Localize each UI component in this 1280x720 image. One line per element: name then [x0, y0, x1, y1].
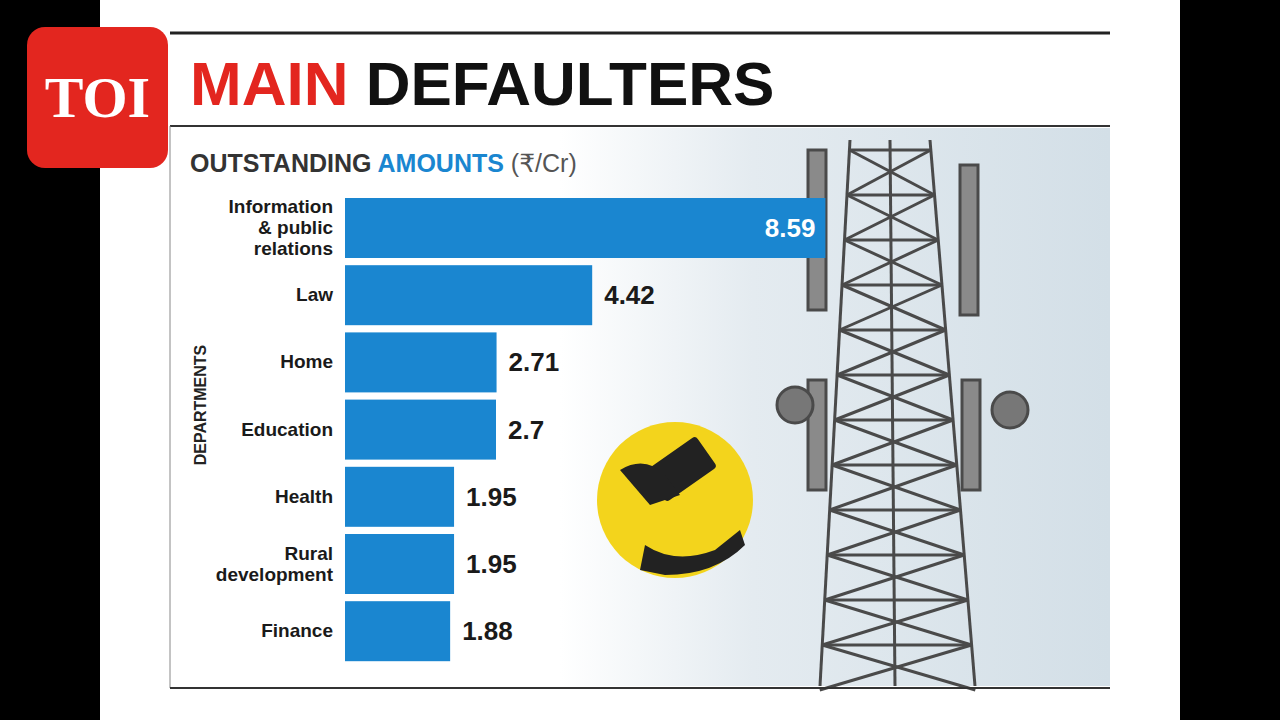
tower-brace: [847, 150, 931, 195]
bar: [345, 467, 454, 527]
title: MAIN DEFAULTERS: [190, 49, 774, 118]
frame-rule: [170, 125, 1110, 127]
bar: [345, 198, 825, 258]
category-label: Ruraldevelopment: [216, 543, 334, 585]
category-line: Information: [229, 196, 334, 217]
title-word: DEFAULTERS: [348, 49, 774, 118]
tower-brace: [822, 600, 968, 645]
tower-leg: [890, 140, 895, 686]
bar: [345, 534, 454, 594]
data-label: 4.42: [604, 280, 655, 310]
frame-left: [170, 126, 171, 688]
tower-brace: [847, 194, 935, 197]
category-line: Home: [280, 351, 333, 372]
tower-brace: [840, 285, 942, 330]
bars: [345, 198, 825, 661]
data-label: 1.88: [462, 616, 513, 646]
tower-brace: [827, 554, 964, 557]
tower-brace: [820, 645, 972, 690]
category-label: Finance: [261, 620, 333, 641]
dish: [777, 387, 813, 423]
bar: [345, 400, 496, 460]
chart-svg: TOI MAIN DEFAULTERS OUTSTANDING AMOUNTS (₹…: [0, 0, 1280, 720]
tower-brace: [837, 330, 946, 375]
bar: [345, 265, 592, 325]
antenna: [960, 165, 978, 315]
labels: Information& publicrelations 8.59 Law 4.42 H…: [216, 196, 816, 646]
stage: TOI MAIN DEFAULTERS OUTSTANDING AMOUNTS (₹…: [0, 0, 1280, 720]
data-label: 8.59: [765, 213, 816, 243]
dish: [992, 392, 1028, 428]
tower-brace: [830, 465, 957, 510]
tower-brace: [825, 555, 964, 600]
subtitle: OUTSTANDING AMOUNTS (₹/Cr): [190, 149, 577, 177]
tower-brace: [845, 239, 939, 242]
title-word: MAIN: [190, 49, 348, 118]
bar: [345, 601, 450, 661]
tower-brace: [840, 329, 946, 332]
tower-brace: [835, 375, 950, 420]
rupee-icon: [597, 422, 753, 578]
y-axis-title: DEPARTMENTS: [192, 344, 209, 465]
category-label: Law: [296, 284, 333, 305]
tower-brace: [832, 420, 953, 465]
x-axis-line: [345, 687, 1100, 689]
tower-brace: [849, 149, 930, 152]
category-line: relations: [254, 238, 333, 259]
subtitle-word: AMOUNTS: [371, 149, 503, 177]
bar: [345, 332, 497, 392]
category-line: development: [216, 564, 334, 585]
data-label: 2.7: [508, 415, 544, 445]
category-label: Education: [241, 419, 333, 440]
logo-text: TOI: [45, 65, 150, 130]
data-label: 2.71: [509, 347, 560, 377]
icon-hand: [640, 530, 745, 575]
category-line: Education: [241, 419, 333, 440]
data-label: 1.95: [466, 549, 517, 579]
tower-brace: [822, 644, 971, 647]
antenna: [962, 380, 980, 490]
tower-brace: [835, 419, 953, 422]
category-label: Health: [275, 486, 333, 507]
category-line: Law: [296, 284, 333, 305]
frame-bottom: [170, 687, 1110, 689]
tower-brace: [825, 599, 968, 602]
category-line: & public: [258, 217, 333, 238]
icon-circle: [597, 422, 753, 578]
tower-brace: [837, 374, 949, 377]
tower-brace: [845, 195, 935, 240]
subtitle-word: OUTSTANDING: [190, 149, 371, 177]
category-label: Home: [280, 351, 333, 372]
tower-brace: [842, 284, 942, 287]
tower-brace: [842, 240, 938, 285]
tower-brace: [830, 509, 961, 512]
category-label: Information& publicrelations: [229, 196, 334, 259]
icon-hand: [620, 464, 680, 505]
tower-brace: [827, 510, 960, 555]
category-line: Finance: [261, 620, 333, 641]
frame-top: [170, 32, 1110, 35]
panel: [100, 0, 1180, 720]
data-label: 1.95: [466, 482, 517, 512]
category-line: Rural: [284, 543, 333, 564]
logo-box: [27, 27, 168, 168]
subtitle-word: (₹/Cr): [504, 149, 577, 177]
tower-brace: [832, 464, 957, 467]
category-line: Health: [275, 486, 333, 507]
